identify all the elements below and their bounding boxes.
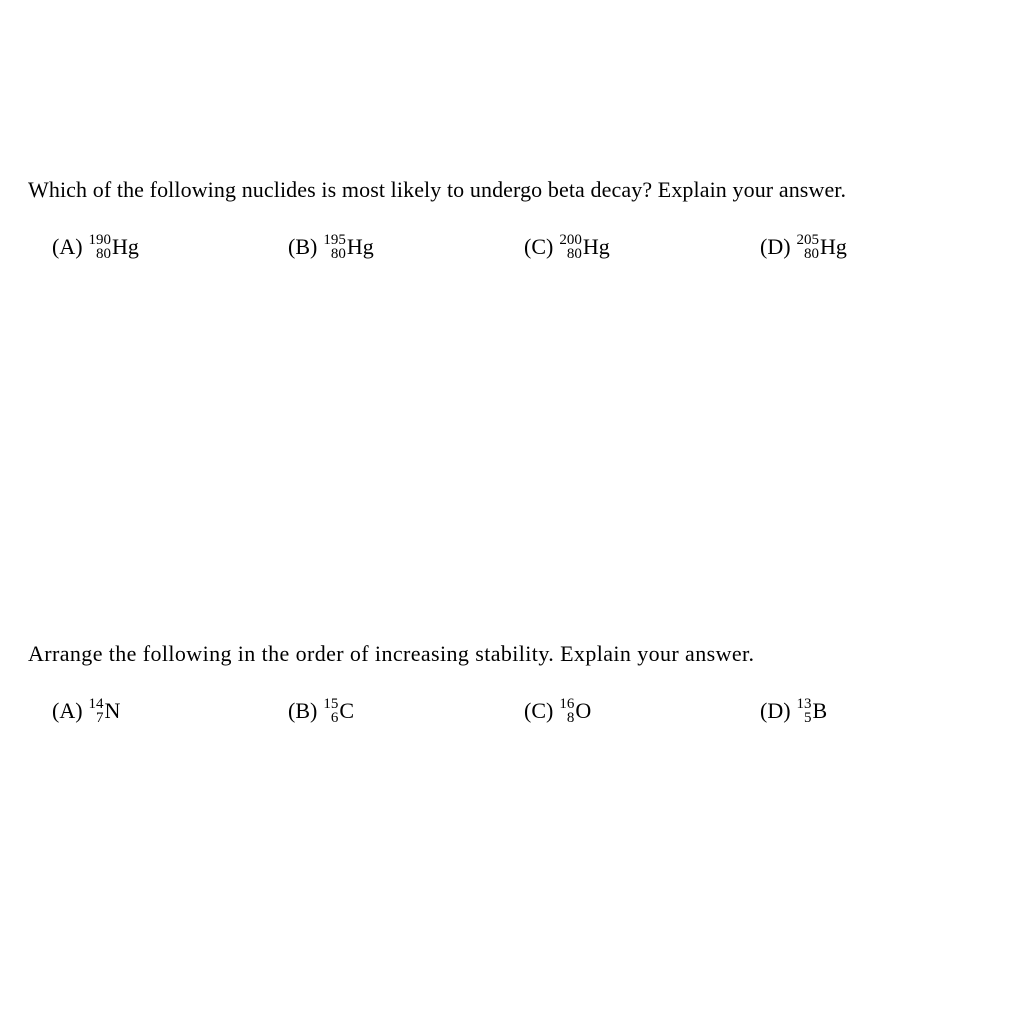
option-label: (B) — [288, 698, 317, 724]
atomic-number: 6 — [331, 711, 339, 725]
question-1-option-d: (D) 205 80 Hg — [760, 233, 996, 262]
option-label: (C) — [524, 234, 553, 260]
atomic-number: 80 — [804, 247, 819, 261]
element-symbol: Hg — [583, 234, 610, 260]
nuclide: 16 8 O — [559, 697, 591, 726]
mass-number: 200 — [559, 233, 582, 247]
mass-number: 205 — [797, 233, 820, 247]
page: Which of the following nuclides is most … — [0, 0, 1024, 1024]
nuclide: 190 80 Hg — [89, 233, 139, 262]
atomic-number: 80 — [96, 247, 111, 261]
element-symbol: Hg — [820, 234, 847, 260]
question-1-options: (A) 190 80 Hg (B) 195 80 Hg — [28, 233, 996, 262]
element-symbol: N — [105, 698, 121, 724]
element-symbol: Hg — [347, 234, 374, 260]
question-2: Arrange the following in the order of in… — [28, 640, 996, 725]
nuclide: 15 6 C — [323, 697, 354, 726]
nuclide-scripts: 190 80 — [89, 233, 112, 262]
mass-number: 16 — [559, 697, 574, 711]
question-1-option-c: (C) 200 80 Hg — [524, 233, 760, 262]
element-symbol: C — [339, 698, 354, 724]
nuclide-scripts: 15 6 — [323, 697, 338, 726]
option-label: (C) — [524, 698, 553, 724]
question-2-option-a: (A) 14 7 N — [52, 697, 288, 726]
question-2-option-c: (C) 16 8 O — [524, 697, 760, 726]
nuclide: 14 7 N — [89, 697, 121, 726]
mass-number: 190 — [89, 233, 112, 247]
mass-number: 15 — [323, 697, 338, 711]
mass-number: 13 — [797, 697, 812, 711]
question-2-prompt: Arrange the following in the order of in… — [28, 640, 996, 669]
element-symbol: Hg — [112, 234, 139, 260]
mass-number: 14 — [89, 697, 104, 711]
question-1-prompt: Which of the following nuclides is most … — [28, 176, 996, 205]
atomic-number: 5 — [804, 711, 812, 725]
atomic-number: 80 — [331, 247, 346, 261]
nuclide-scripts: 195 80 — [323, 233, 346, 262]
nuclide: 13 5 B — [797, 697, 828, 726]
question-2-options: (A) 14 7 N (B) 15 6 C — [28, 697, 996, 726]
nuclide-scripts: 200 80 — [559, 233, 582, 262]
option-label: (A) — [52, 698, 83, 724]
nuclide-scripts: 14 7 — [89, 697, 104, 726]
nuclide-scripts: 205 80 — [797, 233, 820, 262]
nuclide: 205 80 Hg — [797, 233, 847, 262]
atomic-number: 8 — [567, 711, 575, 725]
element-symbol: O — [575, 698, 591, 724]
mass-number: 195 — [323, 233, 346, 247]
question-2-option-b: (B) 15 6 C — [288, 697, 524, 726]
option-label: (A) — [52, 234, 83, 260]
atomic-number: 7 — [96, 711, 104, 725]
element-symbol: B — [813, 698, 828, 724]
question-1-option-a: (A) 190 80 Hg — [52, 233, 288, 262]
option-label: (D) — [760, 698, 791, 724]
nuclide-scripts: 16 8 — [559, 697, 574, 726]
question-1: Which of the following nuclides is most … — [28, 176, 996, 261]
nuclide-scripts: 13 5 — [797, 697, 812, 726]
question-1-option-b: (B) 195 80 Hg — [288, 233, 524, 262]
question-2-option-d: (D) 13 5 B — [760, 697, 996, 726]
atomic-number: 80 — [567, 247, 582, 261]
option-label: (B) — [288, 234, 317, 260]
nuclide: 195 80 Hg — [323, 233, 373, 262]
option-label: (D) — [760, 234, 791, 260]
nuclide: 200 80 Hg — [559, 233, 609, 262]
